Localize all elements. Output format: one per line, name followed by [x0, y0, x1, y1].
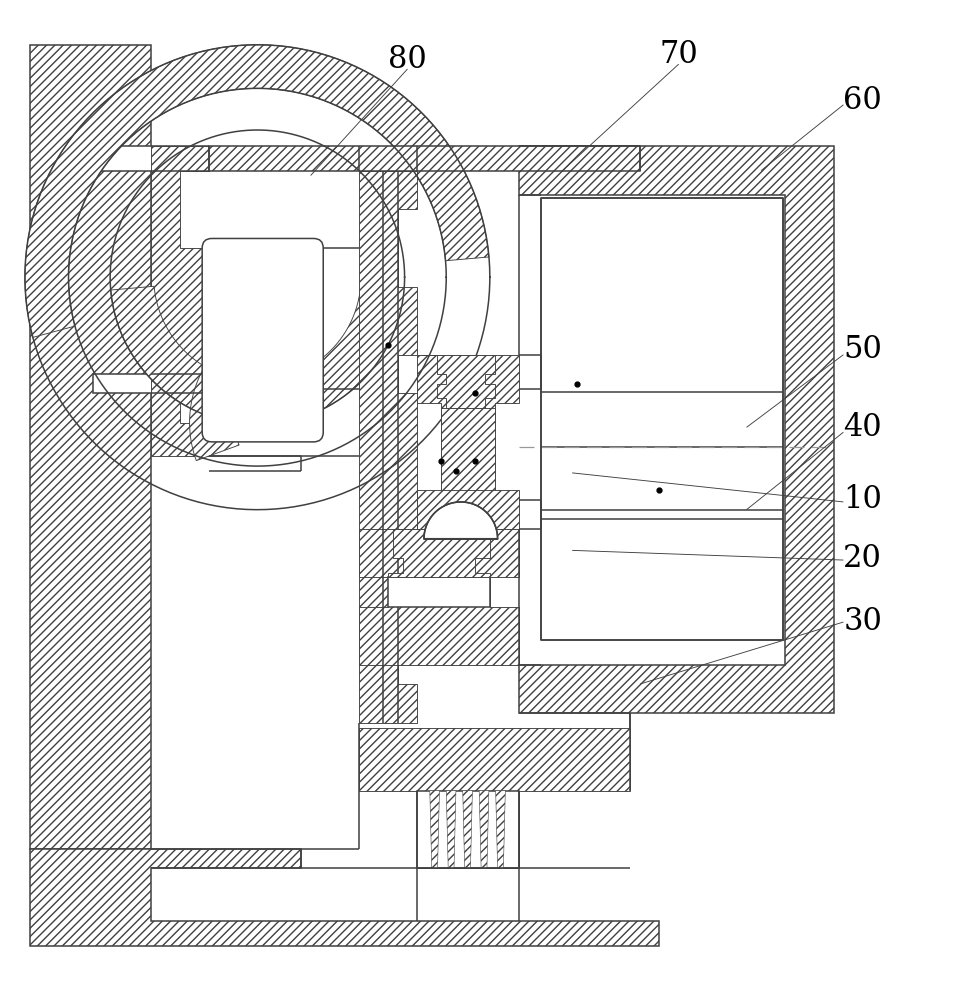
Polygon shape: [359, 728, 630, 868]
Text: 40: 40: [843, 412, 881, 443]
Polygon shape: [541, 198, 783, 640]
FancyBboxPatch shape: [202, 238, 323, 442]
Text: 50: 50: [842, 334, 881, 365]
Polygon shape: [422, 355, 494, 408]
Polygon shape: [189, 311, 310, 461]
Polygon shape: [495, 791, 505, 868]
Polygon shape: [30, 849, 659, 946]
Text: 10: 10: [842, 485, 881, 516]
Polygon shape: [388, 577, 489, 607]
Polygon shape: [417, 355, 518, 529]
Text: 70: 70: [659, 39, 698, 70]
Polygon shape: [479, 791, 488, 868]
Polygon shape: [429, 791, 439, 868]
Text: 60: 60: [842, 85, 881, 116]
Polygon shape: [30, 45, 150, 849]
Polygon shape: [441, 408, 494, 490]
Polygon shape: [110, 286, 404, 424]
Polygon shape: [150, 146, 208, 456]
Polygon shape: [25, 45, 488, 337]
Polygon shape: [359, 529, 518, 665]
Polygon shape: [462, 791, 472, 868]
Polygon shape: [446, 791, 455, 868]
Polygon shape: [518, 146, 832, 713]
Polygon shape: [423, 502, 497, 539]
Text: 20: 20: [842, 543, 881, 574]
Polygon shape: [208, 146, 640, 171]
Polygon shape: [417, 791, 518, 868]
Polygon shape: [359, 171, 417, 723]
Text: 30: 30: [842, 606, 881, 637]
Text: 80: 80: [388, 44, 426, 75]
Polygon shape: [388, 529, 489, 577]
